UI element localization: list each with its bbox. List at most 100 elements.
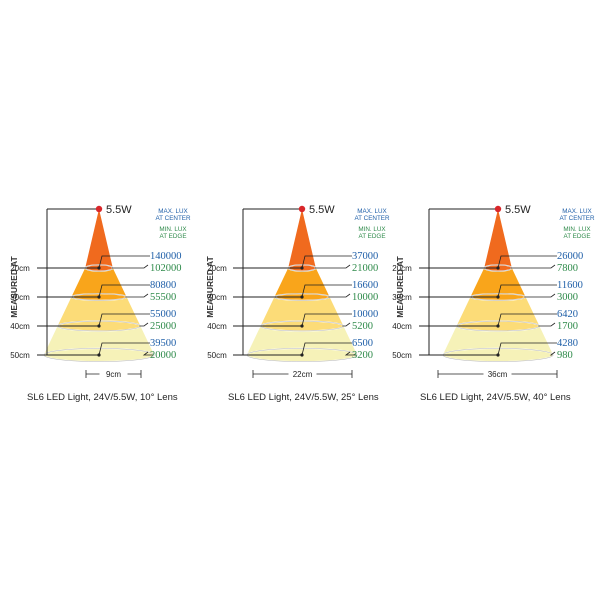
d2-edge-leader-3	[344, 351, 357, 356]
d2-distance-label-3: 50cm	[207, 351, 227, 360]
d1-edge-lux-2: 25000	[150, 321, 176, 332]
d2-edge-lux-0: 21000	[352, 263, 378, 274]
d2-distance-label-0: 20cm	[207, 264, 227, 273]
d2-center-lux-0: 37000	[352, 251, 378, 262]
d3-edge-lux-1: 3000	[557, 292, 578, 303]
d3-edge-lux-3: 980	[557, 350, 573, 361]
d2-measured-at-label: MEASURED AT	[205, 255, 215, 317]
d3-center-leader-0	[497, 255, 557, 269]
d1-edge-lux-0: 102000	[150, 263, 182, 274]
d1-distance-label-1: 30cm	[10, 293, 30, 302]
d3-legend-edge-line2: AT EDGE	[563, 233, 590, 240]
d3-center-lux-2: 6420	[557, 309, 578, 320]
d3-distance-label-0: 20cm	[392, 264, 412, 273]
d2-edge-leader-1	[328, 293, 351, 298]
d2-edge-leader-0	[314, 264, 351, 269]
d3-legend-center-line2: AT CENTER	[559, 215, 595, 222]
d3-edge-leader-0	[510, 264, 556, 269]
d3-width-label-bg	[483, 369, 512, 379]
d1-center-leader-0	[98, 255, 150, 269]
d3-beam-width-label: 36cm	[488, 370, 508, 379]
d1-center-lux-0: 140000	[150, 251, 182, 262]
d3-edge-lux-0: 7800	[557, 263, 578, 274]
d1-edge-leader-0	[111, 264, 149, 269]
d3-cone-band-0	[484, 209, 512, 272]
d1-power-label: 5.5W	[106, 204, 132, 216]
d2-center-lux-3: 6500	[352, 338, 373, 349]
d2-cone-band-1	[274, 264, 330, 301]
d1-legend-center-line1: MAX. LUX	[158, 208, 188, 215]
d2-legend-center-line2: AT CENTER	[354, 215, 390, 222]
d1-width-label-bg	[99, 369, 128, 379]
d3-center-leader-3	[497, 342, 557, 356]
d2-cone-band-0	[288, 209, 316, 272]
d1-edge-lux-3: 20000	[150, 350, 176, 361]
d3-legend-center-line1: MAX. LUX	[562, 208, 592, 215]
caption-10-degree: SL6 LED Light, 24V/5.5W, 10° Lens	[27, 392, 178, 403]
d3-power-label: 5.5W	[505, 204, 531, 216]
caption-25-degree: SL6 LED Light, 24V/5.5W, 25° Lens	[228, 392, 379, 403]
d2-edge-leader-2	[342, 322, 351, 327]
d1-center-leader-2	[98, 313, 150, 327]
d2-legend-edge-line1: MIN. LUX	[358, 226, 386, 233]
d2-center-leader-1	[301, 284, 352, 298]
d2-edge-lux-3: 3200	[352, 350, 373, 361]
d1-measured-at-label: MEASURED AT	[9, 255, 19, 317]
d2-legend-center-line1: MAX. LUX	[357, 208, 387, 215]
d1-light-source-icon	[95, 205, 103, 213]
d2-distance-label-2: 40cm	[207, 322, 227, 331]
d3-cone-band-1	[470, 264, 526, 301]
d3-distance-label-1: 30cm	[392, 293, 412, 302]
d1-edge-leader-1	[125, 293, 149, 298]
d1-center-leader-3	[98, 342, 150, 356]
d3-edge-lux-2: 1700	[557, 321, 578, 332]
d2-beam-width-label: 22cm	[293, 370, 313, 379]
d1-center-lux-1: 80800	[150, 280, 176, 291]
d2-edge-lux-1: 10000	[352, 292, 378, 303]
d1-cone-band-0	[85, 209, 113, 272]
d3-center-lux-0: 26000	[557, 251, 583, 262]
d3-edge-leader-1	[524, 293, 556, 298]
d3-distance-label-2: 40cm	[392, 322, 412, 331]
d3-center-leader-1	[497, 284, 557, 298]
d3-center-lux-1: 11600	[557, 280, 583, 291]
d2-distance-label-1: 30cm	[207, 293, 227, 302]
d1-distance-label-3: 50cm	[10, 351, 30, 360]
d2-power-label: 5.5W	[309, 204, 335, 216]
d1-center-lux-3: 39500	[150, 338, 176, 349]
d1-cone-band-1	[71, 264, 127, 301]
d3-distance-label-3: 50cm	[392, 351, 412, 360]
d2-edge-lux-2: 5200	[352, 321, 373, 332]
d1-center-lux-2: 55000	[150, 309, 176, 320]
d3-edge-leader-3	[549, 351, 556, 356]
d3-legend-edge-line1: MIN. LUX	[563, 226, 591, 233]
d2-center-lux-1: 16600	[352, 280, 378, 291]
d2-center-leader-3	[301, 342, 352, 356]
d2-center-leader-0	[301, 255, 352, 269]
d1-distance-label-2: 40cm	[10, 322, 30, 331]
d1-edge-leader-3	[142, 351, 154, 356]
d1-beam-width-label: 9cm	[106, 370, 121, 379]
d2-legend-edge-line2: AT EDGE	[358, 233, 385, 240]
d3-center-lux-3: 4280	[557, 338, 578, 349]
d3-edge-leader-2	[538, 322, 556, 327]
d1-distance-label-0: 20cm	[10, 264, 30, 273]
d1-edge-leader-2	[139, 322, 149, 327]
d1-edge-lux-1: 55500	[150, 292, 176, 303]
d2-center-leader-2	[301, 313, 352, 327]
d1-legend-center-line2: AT CENTER	[155, 215, 191, 222]
d3-measured-at-label: MEASURED AT	[395, 255, 405, 317]
d3-light-source-icon	[494, 205, 502, 213]
caption-40-degree: SL6 LED Light, 24V/5.5W, 40° Lens	[420, 392, 571, 403]
d2-light-source-icon	[298, 205, 306, 213]
d3-center-leader-2	[497, 313, 557, 327]
d3-cone-band-3	[442, 321, 554, 362]
d2-center-lux-2: 10000	[352, 309, 378, 320]
d2-cone-band-3	[246, 321, 358, 362]
d1-center-leader-1	[98, 284, 150, 298]
d1-legend-edge-line1: MIN. LUX	[159, 226, 187, 233]
d1-cone-band-3	[43, 321, 155, 362]
d1-legend-edge-line2: AT EDGE	[159, 233, 186, 240]
d2-width-label-bg	[288, 369, 317, 379]
